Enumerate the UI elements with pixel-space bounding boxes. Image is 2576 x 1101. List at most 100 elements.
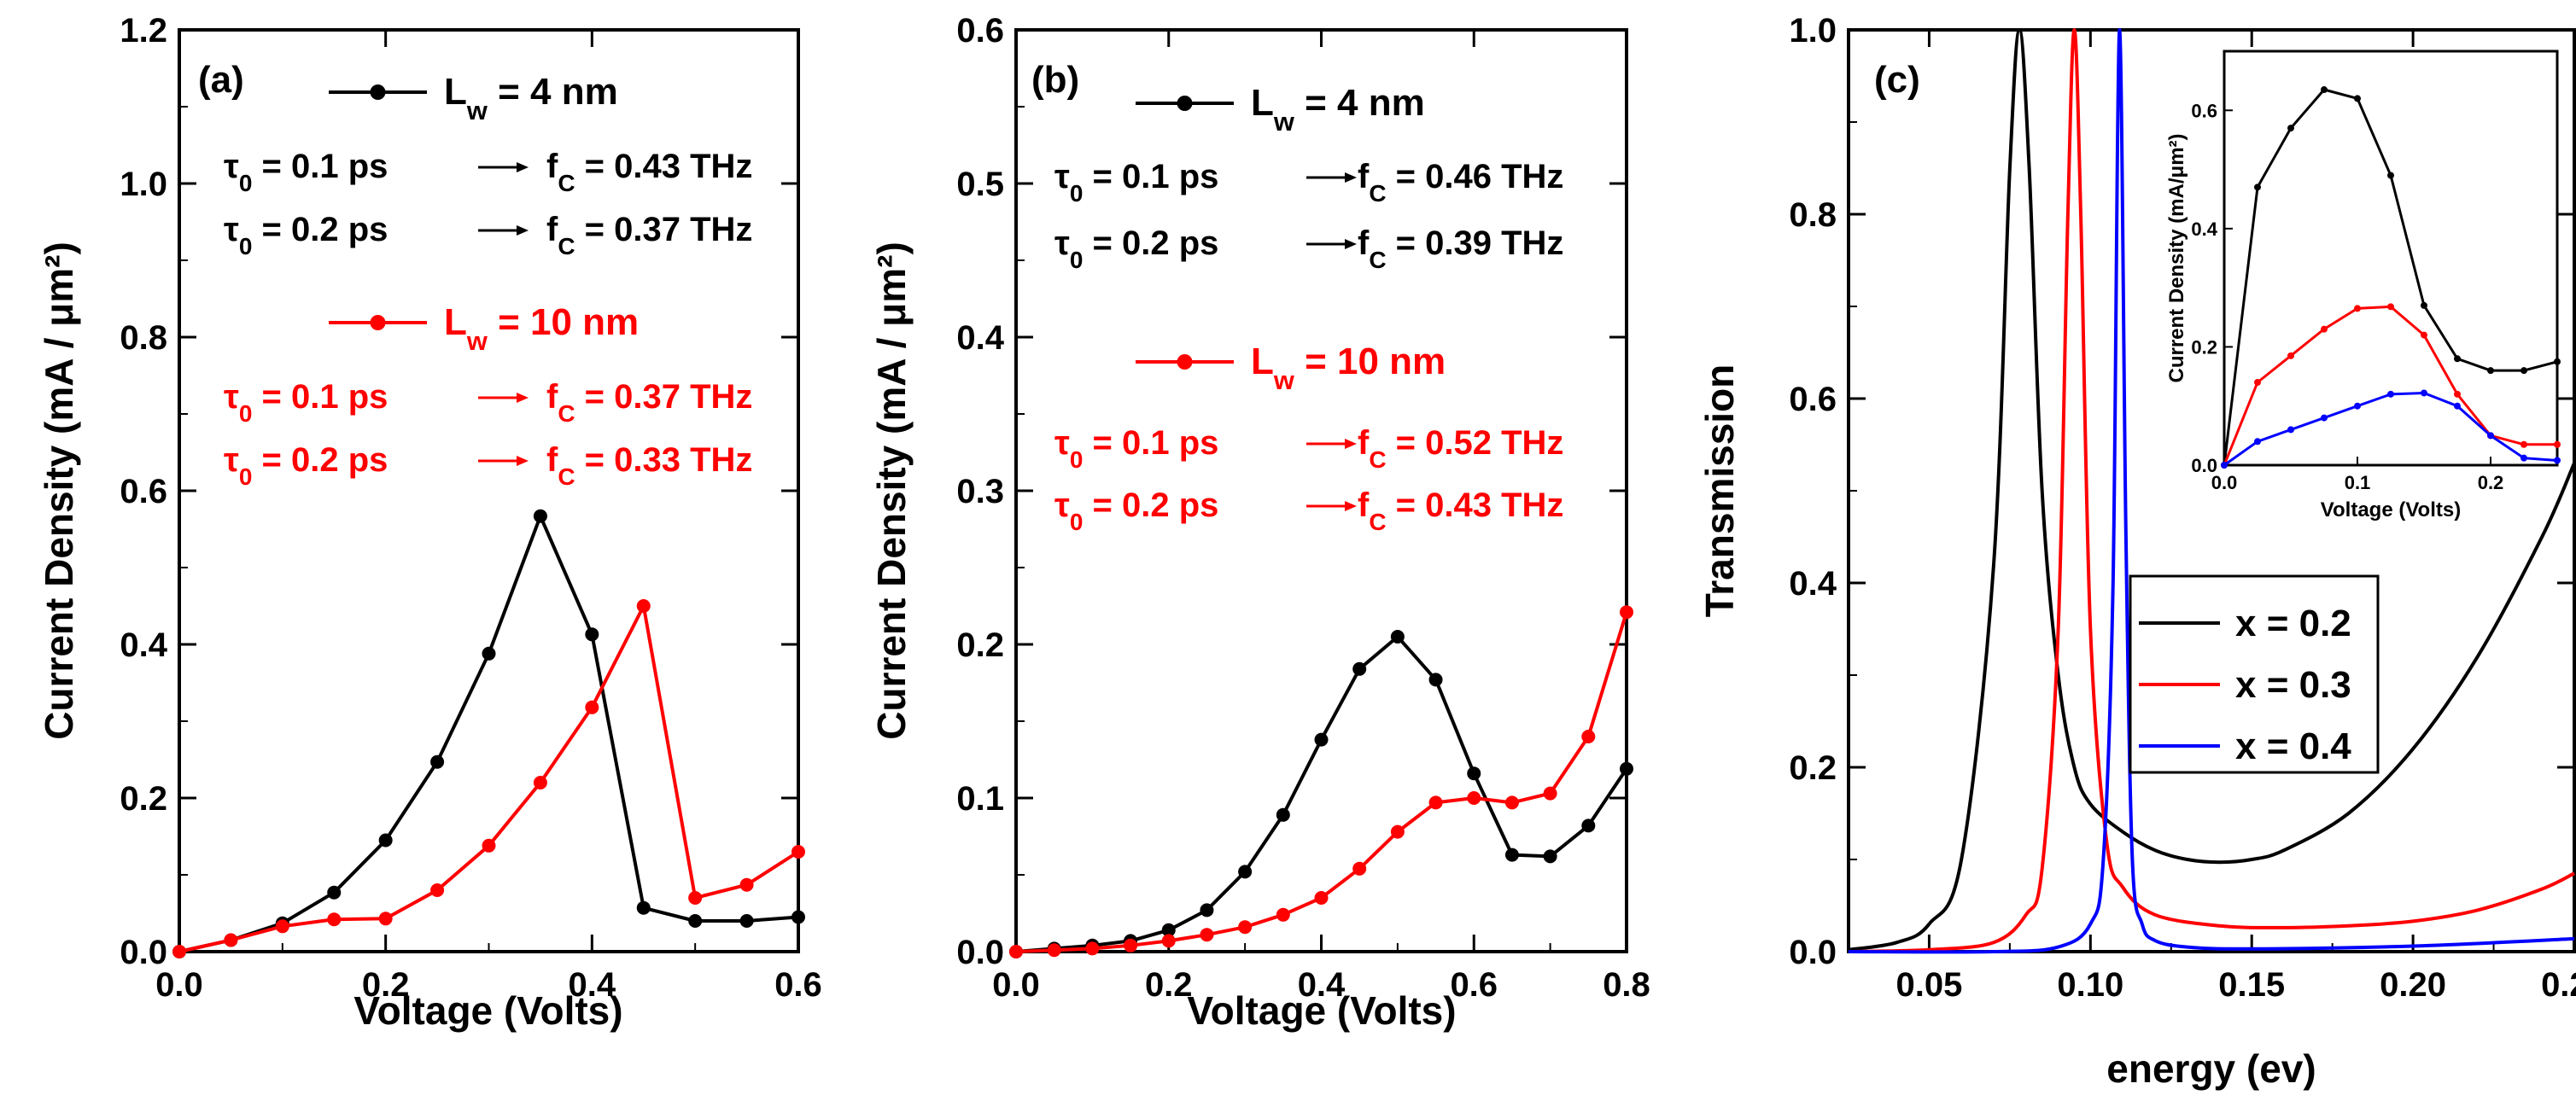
c-series-line-1 — [1848, 27, 2576, 952]
b-xtick-label: 0.4 — [1298, 966, 1346, 1004]
a-data-point — [482, 838, 496, 853]
B-ann-arrowhead — [1345, 501, 1357, 511]
b-data-point — [1314, 732, 1329, 747]
B-legend-label: Lw = 4 nm — [1251, 82, 1425, 137]
A-ann-tau: τ0 = 0.2 ps — [224, 211, 388, 259]
a-data-point — [739, 877, 754, 892]
a-ytick-label: 0.8 — [120, 319, 167, 357]
a-data-point — [585, 627, 599, 642]
c-inset-ytick-label: 0.2 — [2191, 336, 2217, 358]
b-data-point — [1504, 795, 1519, 810]
a-ytick-label: 1.2 — [120, 12, 167, 50]
A-ann-fc: fC = 0.37 THz — [546, 378, 752, 427]
c-inset-data-point — [2287, 426, 2294, 434]
B-ann-tau: τ0 = 0.1 ps — [1054, 158, 1218, 207]
A-ann-tau: τ0 = 0.1 ps — [224, 148, 388, 196]
B-ann-tau: τ0 = 0.2 ps — [1054, 486, 1218, 535]
A-ann-tau: τ0 = 0.1 ps — [224, 378, 388, 427]
b-data-point — [1200, 928, 1214, 942]
c-xtick-label: 0.20 — [2380, 966, 2446, 1004]
b-data-point — [1124, 938, 1138, 952]
panel-a: 0.0 0.2 0.4 0.6 0.0 0.2 0.4 0.6 0.8 1.0 1.2 (a) Vo… — [37, 12, 822, 1033]
c-inset-data-point — [2387, 172, 2394, 179]
c-inset-data-point — [2521, 367, 2527, 375]
A-legend-label: Lw = 10 nm — [444, 301, 639, 356]
B-legend-label: Lw = 10 nm — [1251, 341, 1446, 395]
a-data-point — [636, 599, 651, 613]
B-ann-arrowhead — [1345, 172, 1357, 183]
b-data-point — [1314, 891, 1329, 905]
panel-b-xlabel: Voltage (Volts) — [1187, 988, 1456, 1033]
a-data-point — [585, 700, 599, 714]
panel-a-ylabel: Current Density (mA / μm²) — [37, 242, 81, 740]
a-data-point — [430, 754, 445, 769]
c-inset-data-point — [2387, 303, 2394, 311]
b-data-point — [1047, 943, 1061, 958]
a-data-point — [533, 776, 547, 789]
a-xtick-label: 0.4 — [569, 966, 616, 1004]
a-data-point — [636, 900, 651, 915]
b-data-point — [1009, 945, 1023, 958]
a-data-point — [327, 885, 342, 900]
c-inset-data-point — [2321, 325, 2328, 333]
B-ann-fc: fC = 0.39 THz — [1358, 224, 1563, 273]
B-ann-arrowhead — [1345, 239, 1357, 249]
c-inset-xtick-label: 0.1 — [2345, 472, 2371, 493]
a-xtick-label: 0.0 — [155, 966, 203, 1004]
c-inset-xtick-label: 0.2 — [2478, 472, 2504, 493]
panel-a-label: (a) — [198, 59, 244, 101]
A-ann-fc: fC = 0.43 THz — [546, 148, 752, 196]
c-inset-data-point — [2254, 379, 2261, 386]
b-data-point — [1428, 673, 1443, 687]
a-data-point — [378, 833, 393, 848]
panel-b: 0.0 0.2 0.4 0.6 0.8 0.0 0.1 0.2 0.3 0.4 0.5 0.6 (b)… — [869, 12, 1650, 1033]
b-ytick-label: 0.5 — [956, 166, 1004, 203]
c-inset-frame — [2223, 50, 2559, 467]
A-legend-marker — [370, 84, 386, 100]
c-series-line-3 — [1848, 27, 2575, 954]
a-data-point — [275, 919, 289, 934]
c-inset-data-point — [2321, 86, 2328, 94]
c-xtick-label: 0.10 — [2057, 966, 2123, 1004]
A-ann-arrowhead — [517, 225, 529, 236]
c-legend-label: x = 0.4 — [2235, 725, 2351, 767]
a-data-point — [482, 646, 496, 661]
b-ytick-label: 0.6 — [956, 12, 1004, 50]
c-inset-data-point — [2221, 462, 2228, 469]
b-data-point — [1467, 766, 1481, 781]
b-xtick-label: 0.0 — [992, 966, 1040, 1004]
a-ytick-label: 0.2 — [120, 780, 167, 818]
b-data-point — [1620, 761, 1633, 776]
c-legend-box — [2129, 574, 2380, 774]
a-data-point — [791, 845, 805, 859]
c-inset-xtick-label: 0.0 — [2211, 472, 2238, 493]
panel-c-xlabel: energy (ev) — [2106, 1046, 2316, 1091]
b-data-point — [1581, 730, 1596, 743]
b-ytick-label: 0.1 — [956, 780, 1004, 818]
c-inset-data-point — [2354, 305, 2361, 312]
c-inset-data-point — [2254, 438, 2261, 446]
b-data-point — [1085, 941, 1100, 956]
c-legend-label: x = 0.3 — [2235, 664, 2351, 706]
c-inset-ylabel: Current Density (mA/μm²) — [2165, 133, 2188, 382]
panel-b-ylabel: Current Density (mA / μm²) — [869, 242, 914, 740]
A-ann-fc: fC = 0.37 THz — [546, 211, 752, 259]
c-ytick-label: 1.0 — [1789, 12, 1837, 50]
A-legend-label: Lw = 4 nm — [444, 71, 618, 125]
c-xtick-label: 0.05 — [1896, 966, 1963, 1004]
panel-b-label: (b) — [1031, 59, 1079, 101]
b-data-point — [1504, 848, 1519, 862]
panel-c-label: (c) — [1874, 59, 1920, 101]
c-ytick-label: 0.4 — [1789, 565, 1837, 603]
B-ann-fc: fC = 0.52 THz — [1358, 424, 1563, 473]
b-data-point — [1200, 903, 1214, 918]
A-ann-tau: τ0 = 0.2 ps — [224, 441, 388, 490]
A-ann-arrowhead — [517, 456, 529, 466]
a-data-point — [791, 910, 805, 924]
c-inset-data-point — [2521, 440, 2527, 448]
b-data-point — [1276, 807, 1290, 822]
b-ytick-label: 0.0 — [956, 934, 1004, 971]
b-ytick-label: 0.2 — [956, 626, 1004, 664]
a-data-point — [430, 883, 445, 897]
a-data-point — [739, 914, 754, 928]
